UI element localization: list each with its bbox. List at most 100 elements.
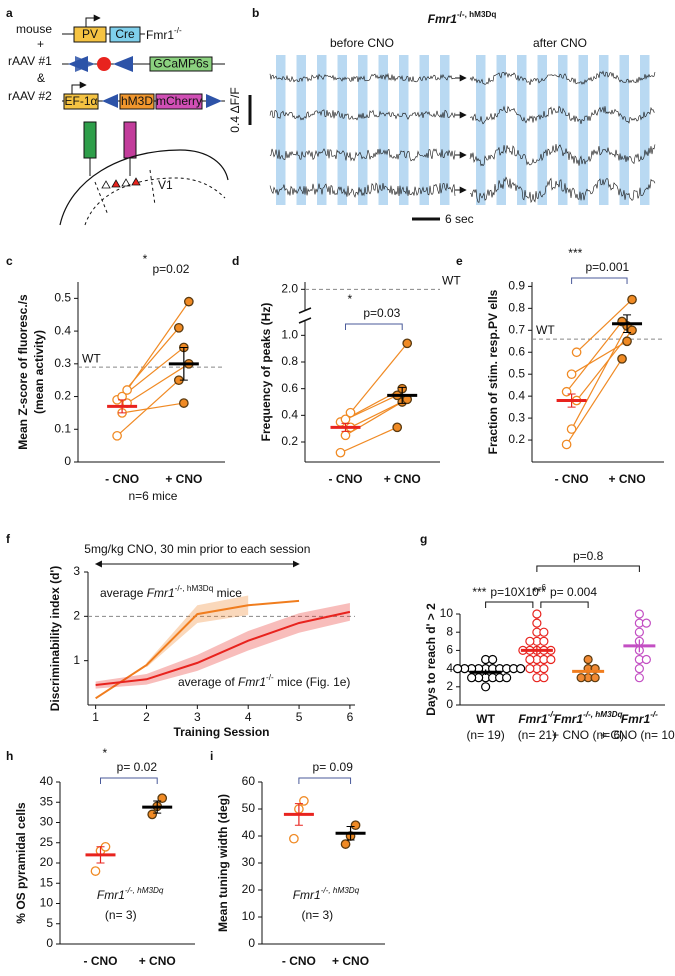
x-tick-label: 4 [245, 710, 252, 724]
x-tick-label: WT [476, 712, 495, 726]
series-label-part: -/-, hM3Dq [175, 584, 214, 593]
trace [269, 109, 456, 121]
data-point [641, 654, 651, 665]
data-point [502, 673, 512, 683]
y-axis-label: % OS pyramidal cells [14, 802, 28, 924]
p-value: *** p= 0.004 [532, 585, 597, 599]
x-tick-label: 2 [143, 710, 150, 724]
data-point [481, 682, 491, 692]
note: n=6 mice [128, 489, 177, 503]
error-band [146, 595, 249, 668]
pair-line [126, 363, 190, 404]
gene-box [155, 93, 203, 110]
x-tick-label: 5 [296, 710, 303, 724]
p-value-part: -6 [539, 583, 547, 592]
data-point [173, 322, 184, 333]
p-value: p=0.001 [585, 260, 629, 274]
series-label: average of Fmr1-/- mice (Fig. 1e) [178, 673, 350, 689]
series-label-part: average of [178, 675, 238, 689]
pair-line [122, 402, 184, 414]
genotype: Fmr1-/- [146, 26, 182, 42]
genotype-label: Fmr1-/-, hM3Dq [97, 886, 164, 902]
x-tick-label: Fmr1-/-, hM3Dq [554, 710, 623, 726]
series-label-part: Fmr1 [238, 675, 266, 689]
x-tick-label: - CNO [329, 472, 363, 486]
y-tick-label: 6 [446, 643, 453, 657]
data-point [634, 673, 644, 683]
y-tick-label: 2 [446, 679, 453, 693]
marker-dot [97, 57, 111, 71]
gene-box [119, 93, 155, 110]
pair-line [121, 346, 185, 398]
series-label-part: Fmr1 [147, 586, 175, 600]
condition-label: before CNO [330, 36, 394, 50]
y-tick-label: 2 [73, 609, 80, 623]
significance-bracket [571, 277, 628, 284]
y-tick-label: 0.4 [281, 408, 298, 422]
data-point [546, 654, 556, 665]
y-tick-label: 8 [446, 624, 453, 638]
y-axis-label: Fraction of stim. resp.PV ells [486, 289, 500, 454]
label: rAAV #1 [8, 54, 52, 68]
data-point [641, 618, 651, 628]
p-value: p=0.03 [363, 306, 400, 320]
pair-line [116, 379, 180, 437]
panel-letter: d [232, 254, 239, 268]
y-tick-label: 0.5 [54, 291, 71, 305]
pair-line [571, 325, 628, 430]
data-point [345, 407, 356, 418]
y-tick-label: 50 [242, 801, 256, 815]
genotype-label-part: -/-, hM3Dq [125, 886, 164, 895]
data-point [90, 866, 101, 876]
x-tick-label-part: -/- [650, 710, 658, 719]
error-cap [179, 346, 188, 381]
stimulus-stripe [378, 55, 388, 205]
genotype-part: -/- [174, 26, 182, 35]
y-axis-label: Days to reach d' > 2 [424, 603, 438, 716]
data-point [122, 385, 132, 395]
n-label: (n= 3) [302, 908, 334, 922]
data-point [299, 796, 309, 806]
y-tick-label: 0.3 [508, 410, 525, 424]
data-point [392, 422, 403, 433]
p-value-part: p= 0.004 [550, 585, 597, 599]
significance-bracket [100, 777, 158, 784]
data-point [183, 296, 194, 307]
data-point [566, 424, 577, 434]
loxp [206, 94, 222, 108]
pair-line [350, 342, 408, 414]
stimulus-stripe [619, 55, 629, 205]
condition-label: after CNO [533, 36, 587, 50]
syringe [83, 121, 97, 159]
brain-outline [59, 149, 229, 226]
stimulus-stripe [419, 55, 429, 205]
label: + [37, 37, 44, 51]
reference-label: WT [536, 323, 555, 337]
data-point [627, 294, 637, 305]
panel-letter: i [210, 749, 213, 763]
y-tick-label: 0.6 [508, 344, 525, 358]
trace [469, 70, 656, 85]
x-tick-label-part: -/- [548, 710, 556, 719]
x-tick-label: - CNO [555, 472, 589, 486]
x-tick-label: + CNO [165, 472, 202, 486]
x-tick-label-part: Fmr1 [621, 712, 651, 726]
box-label: hM3D [121, 94, 153, 108]
trace [269, 182, 456, 198]
data-point [561, 386, 572, 397]
y-tick-label: 0.7 [508, 322, 525, 336]
data-point [340, 839, 351, 849]
x-tick-label-part: -/-, hM3Dq [583, 710, 622, 719]
error-cap [294, 803, 303, 826]
data-point [634, 663, 644, 674]
series-line [95, 610, 351, 687]
stimulus-stripe [440, 55, 450, 205]
x-tick-detail: + CNO (n= 6) [552, 728, 624, 742]
box-label: EF-1α [65, 94, 98, 108]
data-point [467, 673, 477, 683]
x-tick-label: + CNO [609, 472, 646, 486]
panel-letter: e [456, 254, 463, 268]
trace-title-part: -/-, hM3Dq [457, 10, 496, 19]
y-tick-label: 5 [46, 916, 53, 930]
error-cap [341, 422, 350, 432]
